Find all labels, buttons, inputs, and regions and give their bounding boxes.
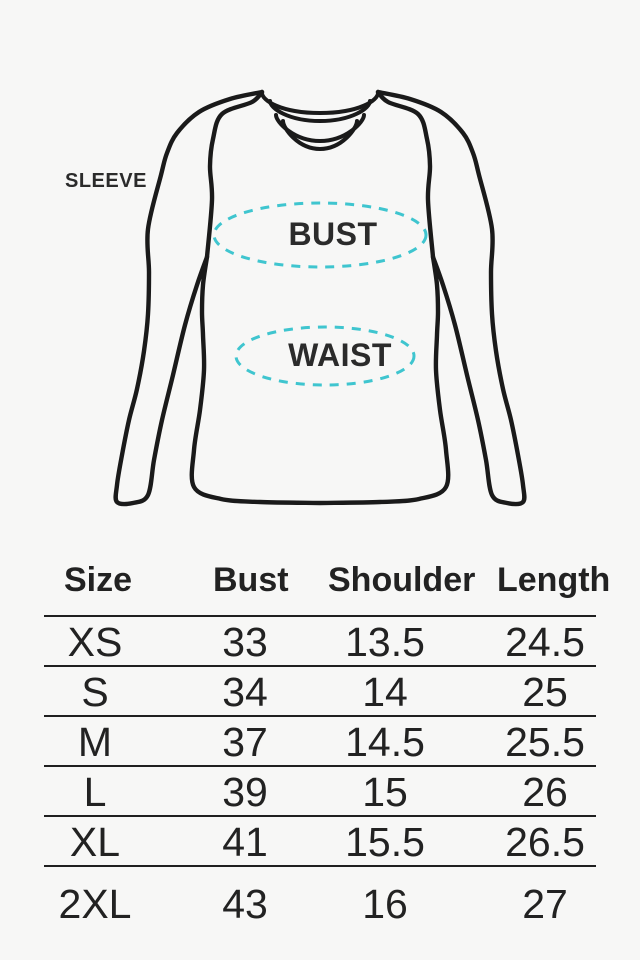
svg-text:BUST: BUST bbox=[288, 216, 377, 252]
svg-text:WAIST: WAIST bbox=[288, 337, 392, 373]
